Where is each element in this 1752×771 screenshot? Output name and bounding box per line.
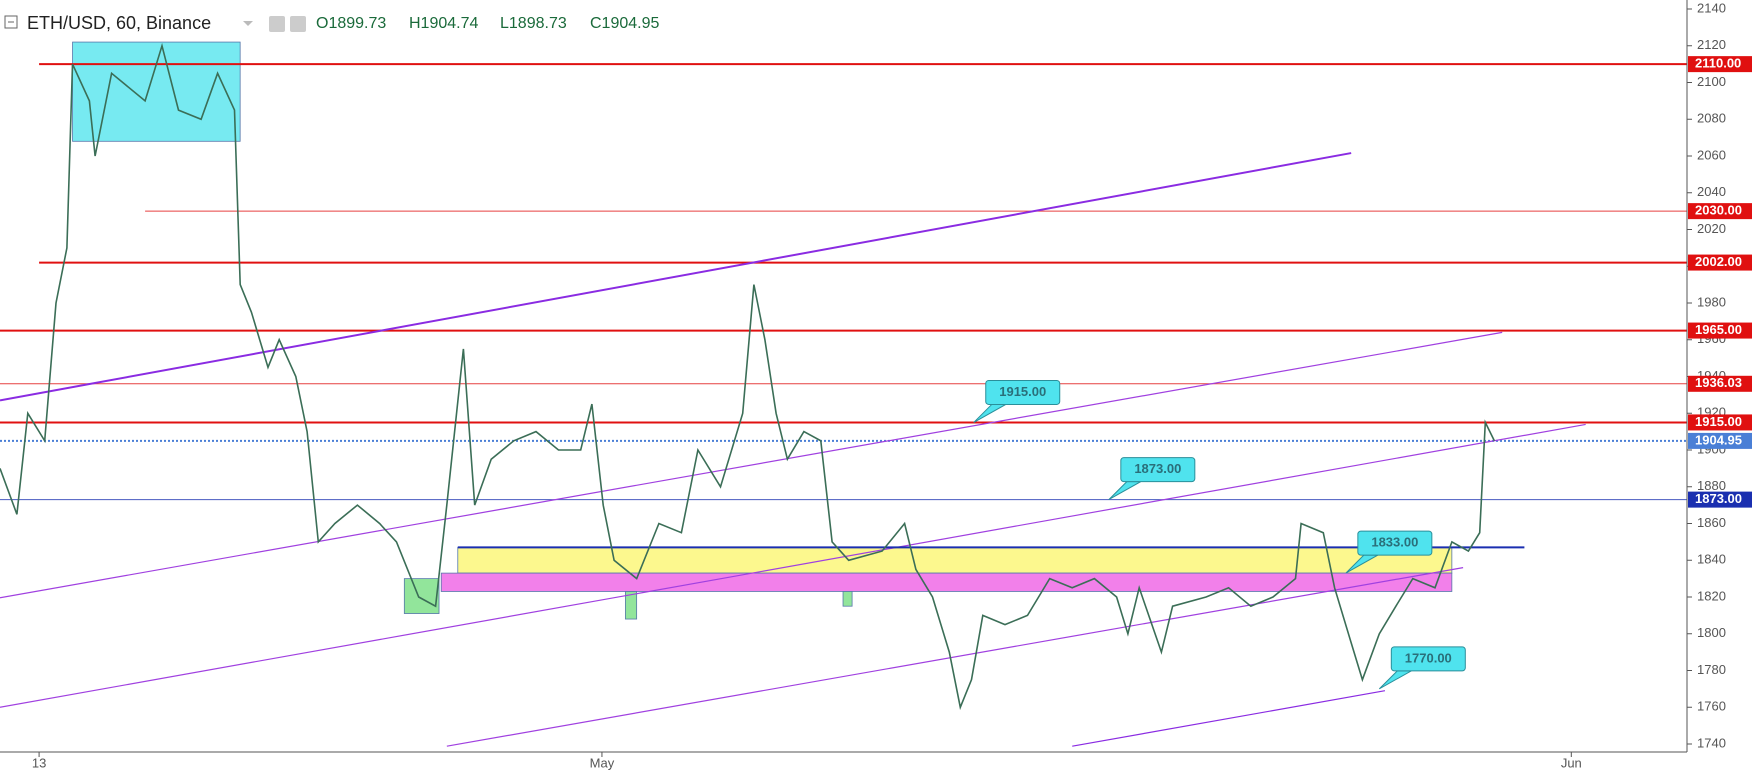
trendline: [446, 567, 1464, 747]
callout-box: [985, 379, 1061, 405]
price-badge: [1688, 375, 1752, 392]
zone: [440, 572, 1453, 592]
y-tick-label: 2120: [1697, 37, 1726, 52]
x-tick-label: May: [590, 755, 615, 770]
trendline: [0, 152, 1352, 402]
price-badge: [1688, 254, 1752, 271]
symbol-title: ETH/USD, 60, Binance: [27, 13, 211, 33]
y-tick-label: 1780: [1697, 662, 1726, 677]
settings-icon[interactable]: [269, 16, 285, 32]
zone: [403, 578, 440, 614]
x-tick-label: Jun: [1561, 755, 1582, 770]
callout-box: [1120, 457, 1196, 483]
zone: [457, 546, 1453, 574]
price-badge-label: 1904.95: [1695, 432, 1742, 447]
dropdown-icon[interactable]: [243, 21, 253, 26]
y-tick-label: 1840: [1697, 552, 1726, 567]
y-tick-label: 2140: [1697, 0, 1726, 15]
price-badge-label: 1965.00: [1695, 322, 1742, 337]
callout-label: 1873.00: [1134, 461, 1181, 476]
price-badge-label: 1915.00: [1695, 414, 1742, 429]
header: ETH/USD, 60, Binance O1899.73 H1904.74 L…: [4, 13, 659, 33]
price-badge-label: 2030.00: [1695, 203, 1742, 218]
plot: 1915.00 1873.00 1833.00 1770.00: [0, 41, 1687, 747]
trendline: [0, 331, 1503, 599]
y-tick-label: 2020: [1697, 221, 1726, 236]
y-tick-label: 1760: [1697, 699, 1726, 714]
y-tick-label: 2100: [1697, 74, 1726, 89]
y-tick-label: 1800: [1697, 625, 1726, 640]
callout-pointer: [1378, 670, 1414, 690]
y-tick-label: 1740: [1697, 735, 1726, 750]
y-tick-label: 2040: [1697, 184, 1726, 199]
zone: [72, 41, 241, 142]
price-badge: [1688, 322, 1752, 339]
y-tick-label: 1880: [1697, 478, 1726, 493]
ohlc-close: C1904.95: [590, 15, 659, 32]
callout-pointer: [1108, 481, 1143, 501]
y-tick-label: 2060: [1697, 147, 1726, 162]
price-badge: [1688, 491, 1752, 508]
callout-label: 1833.00: [1371, 535, 1418, 550]
collapse-icon[interactable]: [4, 15, 18, 29]
axes: 1740176017801800182018401860188019001920…: [32, 0, 1752, 770]
x-tick-label: 13: [32, 755, 46, 770]
ohlc-low: L1898.73: [500, 15, 567, 32]
callout-box: [1390, 646, 1466, 672]
trendline: [1072, 690, 1386, 747]
y-tick-label: 1980: [1697, 294, 1726, 309]
price-badge: [1688, 203, 1752, 220]
settings-icon[interactable]: [290, 16, 306, 32]
callout-box: [1357, 530, 1433, 556]
price-badge-label: 2110.00: [1695, 56, 1741, 71]
price-badge-label: 2002.00: [1695, 254, 1742, 269]
trendline: [0, 423, 1586, 708]
ohlc-high: H1904.74: [409, 15, 478, 32]
callout-label: 1770.00: [1405, 650, 1452, 665]
zone: [624, 591, 638, 620]
price-line: [0, 42, 1496, 711]
ohlc-open: O1899.73: [316, 15, 386, 32]
price-badge: [1688, 56, 1752, 73]
y-tick-label: 1860: [1697, 515, 1726, 530]
y-tick-label: 2080: [1697, 111, 1726, 126]
price-badge-label: 1936.03: [1695, 375, 1742, 390]
price-badge-label: 1873.00: [1695, 491, 1742, 506]
callout-label: 1915.00: [999, 384, 1046, 399]
y-tick-label: 1820: [1697, 588, 1726, 603]
zone: [842, 591, 853, 607]
price-badge: [1688, 432, 1752, 449]
callout-pointer: [973, 403, 1008, 423]
price-badge: [1688, 414, 1752, 431]
